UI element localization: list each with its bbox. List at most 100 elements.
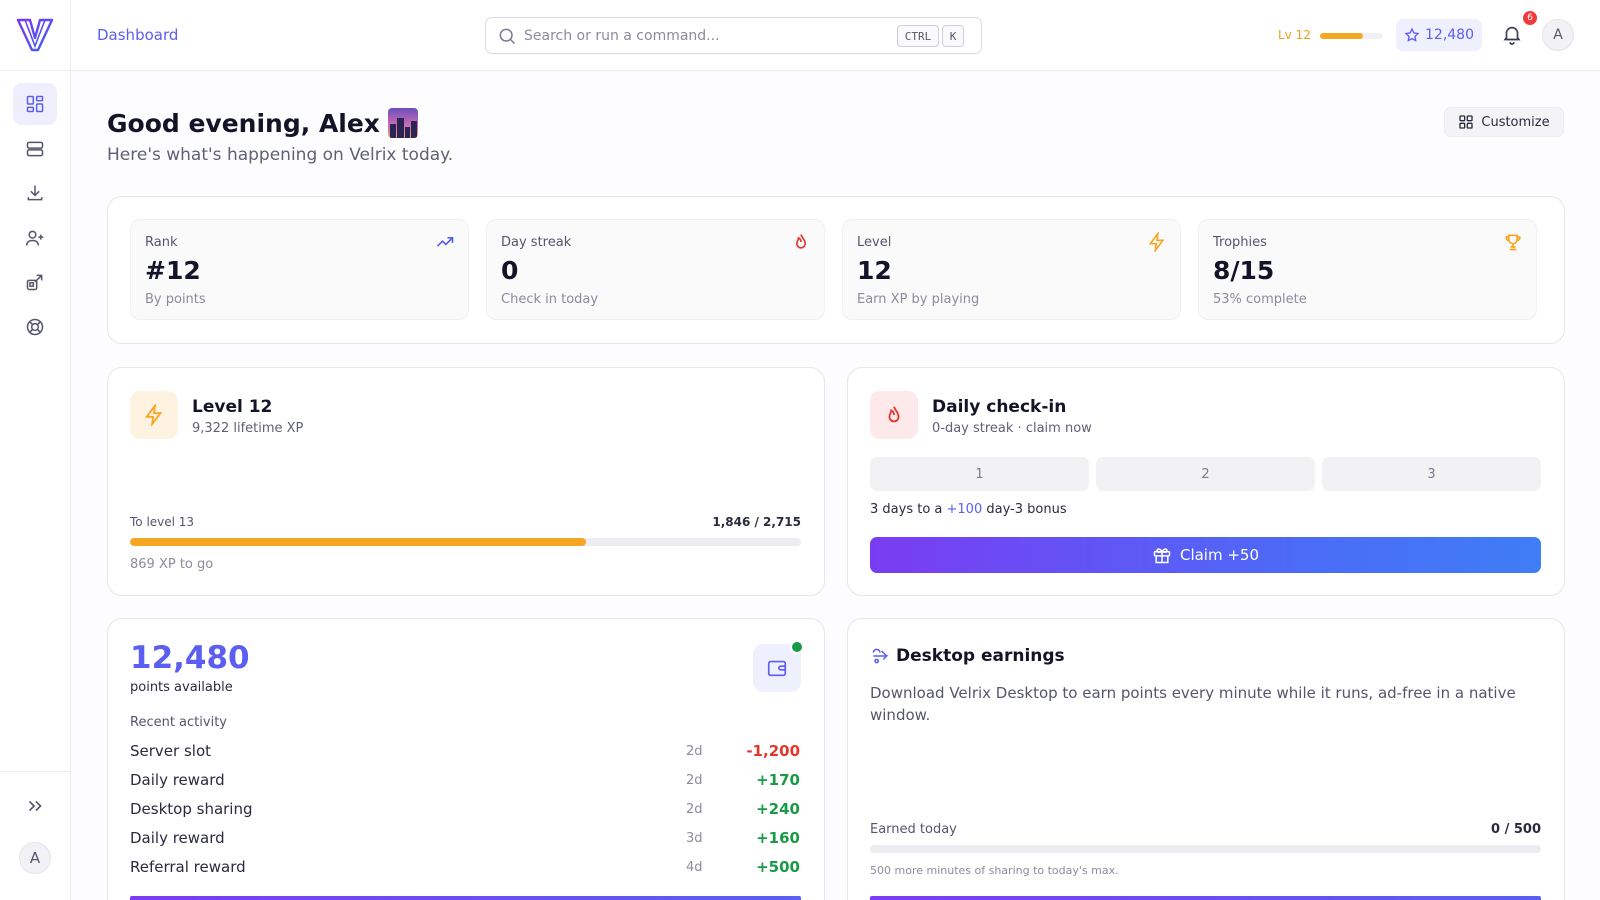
stat-label: Level [857, 235, 892, 250]
level-progress-value: 1,846 / 2,715 [712, 515, 801, 529]
avatar[interactable]: A [19, 842, 51, 874]
bell-icon [1503, 26, 1521, 45]
servers-icon [26, 141, 44, 156]
sidebar-nav [13, 83, 57, 350]
sidebar-item-share[interactable] [13, 261, 57, 303]
stat-value: 12 [857, 256, 892, 285]
level-card-subtitle: 9,322 lifetime XP [192, 421, 304, 436]
stat-day-streak: Day streak 0 Check in today [486, 219, 825, 320]
share-icon [26, 274, 43, 291]
velrix-logo[interactable] [16, 16, 54, 54]
stat-value: #12 [145, 256, 201, 285]
checkin-day-1: 1 [870, 457, 1089, 491]
activity-row: Desktop sharing 2d +240 [130, 800, 800, 822]
level-card [107, 367, 825, 596]
points-balance: 12,480 [1425, 27, 1474, 43]
activity-row: Daily reward 2d +170 [130, 771, 800, 793]
star-icon [1404, 27, 1420, 42]
sidebar-item-servers[interactable] [13, 128, 57, 170]
activity-row: Server slot 2d -1,200 [130, 742, 800, 764]
night-city-icon [387, 108, 418, 138]
sidebar-item-dashboard[interactable] [13, 83, 57, 125]
activity-label: Daily reward [130, 771, 225, 789]
page-title: Good evening, Alex [107, 108, 418, 138]
stat-subtext: 53% complete [1213, 292, 1307, 307]
stat-level: Level 12 Earn XP by playing [842, 219, 1181, 320]
search-input[interactable]: Search or run a command... CTRL K [485, 17, 982, 54]
checkin-day-3: 3 [1322, 457, 1541, 491]
checkin-day-2: 2 [1096, 457, 1315, 491]
download-desktop-button[interactable] [870, 896, 1541, 900]
desktop-earnings-title: Desktop earnings [896, 646, 1065, 666]
level-progress-label: To level 13 [130, 515, 195, 529]
support-icon [26, 318, 44, 335]
user-plus-icon [25, 230, 44, 246]
earned-today-value: 0 / 500 [1491, 822, 1541, 837]
avatar[interactable]: A [1542, 19, 1574, 51]
bolt-icon [1148, 232, 1165, 252]
customize-label: Customize [1481, 114, 1550, 130]
activity-row: Daily reward 3d +160 [130, 829, 800, 851]
activity-amount: +500 [756, 858, 800, 876]
points-card [107, 618, 825, 900]
activity-amount: +160 [756, 829, 800, 847]
level-progress-bar [1320, 33, 1383, 39]
download-icon [27, 185, 43, 201]
share-screen-icon [872, 648, 889, 664]
customize-button[interactable]: Customize [1444, 107, 1564, 137]
activity-amount: +240 [756, 800, 800, 818]
shortcut-key-k: K [942, 25, 964, 47]
desktop-earnings-description: Download Velrix Desktop to earn points e… [870, 684, 1516, 724]
checkin-icon-box [870, 391, 918, 439]
sidebar-item-support[interactable] [13, 306, 57, 348]
chevrons-right-icon [28, 800, 42, 812]
recent-activity-title: Recent activity [130, 715, 227, 730]
trending-up-icon [436, 237, 454, 247]
trophy-icon [1505, 234, 1521, 251]
activity-amount: +170 [756, 771, 800, 789]
level-card-title: Level 12 [192, 397, 273, 417]
stat-value: 0 [501, 256, 519, 285]
shortcut-key-ctrl: CTRL [897, 25, 939, 47]
grid-icon [1459, 115, 1474, 129]
activity-label: Server slot [130, 742, 211, 760]
activity-time: 4d [686, 860, 703, 875]
activity-row: Referral reward 4d +500 [130, 858, 800, 880]
earned-today-bar [870, 845, 1541, 853]
sidebar-expand-button[interactable] [24, 795, 46, 817]
claim-button[interactable]: Claim +50 [870, 537, 1541, 573]
xp-remaining: 869 XP to go [130, 557, 214, 572]
checkin-title: Daily check-in [932, 397, 1067, 417]
stat-subtext: Check in today [501, 292, 599, 307]
sidebar-divider [0, 771, 70, 772]
stat-label: Trophies [1213, 235, 1267, 250]
notifications-button[interactable] [1501, 23, 1523, 45]
sidebar-divider [0, 70, 70, 71]
activity-label: Desktop sharing [130, 800, 253, 818]
activity-label: Referral reward [130, 858, 246, 876]
activity-label: Daily reward [130, 829, 225, 847]
points-balance-button[interactable]: 12,480 [1396, 19, 1482, 51]
earned-today-note: 500 more minutes of sharing to today's m… [870, 864, 1119, 877]
stat-label: Day streak [501, 235, 572, 250]
stat-value: 8/15 [1213, 256, 1275, 285]
stat-subtext: By points [145, 292, 206, 307]
search-icon [497, 26, 517, 46]
greeting-text: Good evening, Alex [107, 108, 380, 138]
points-balance-large: 12,480 [130, 640, 250, 676]
points-balance-label: points available [130, 680, 233, 695]
sidebar-item-referrals[interactable] [13, 217, 57, 259]
activity-time: 2d [686, 802, 703, 817]
checkin-bonus-text: 3 days to a +100 day-3 bonus [870, 502, 1067, 517]
points-card-action[interactable] [130, 896, 801, 900]
flame-icon [888, 406, 900, 423]
dashboard-icon [26, 95, 44, 113]
claim-label: Claim +50 [1179, 546, 1260, 564]
sidebar-item-downloads[interactable] [13, 172, 57, 214]
stat-subtext: Earn XP by playing [857, 292, 980, 307]
level-icon-box [130, 391, 178, 439]
breadcrumb[interactable]: Dashboard [97, 26, 179, 44]
activity-time: 2d [686, 773, 703, 788]
stat-rank: Rank #12 By points [130, 219, 469, 320]
notification-badge: 6 [1523, 11, 1537, 25]
